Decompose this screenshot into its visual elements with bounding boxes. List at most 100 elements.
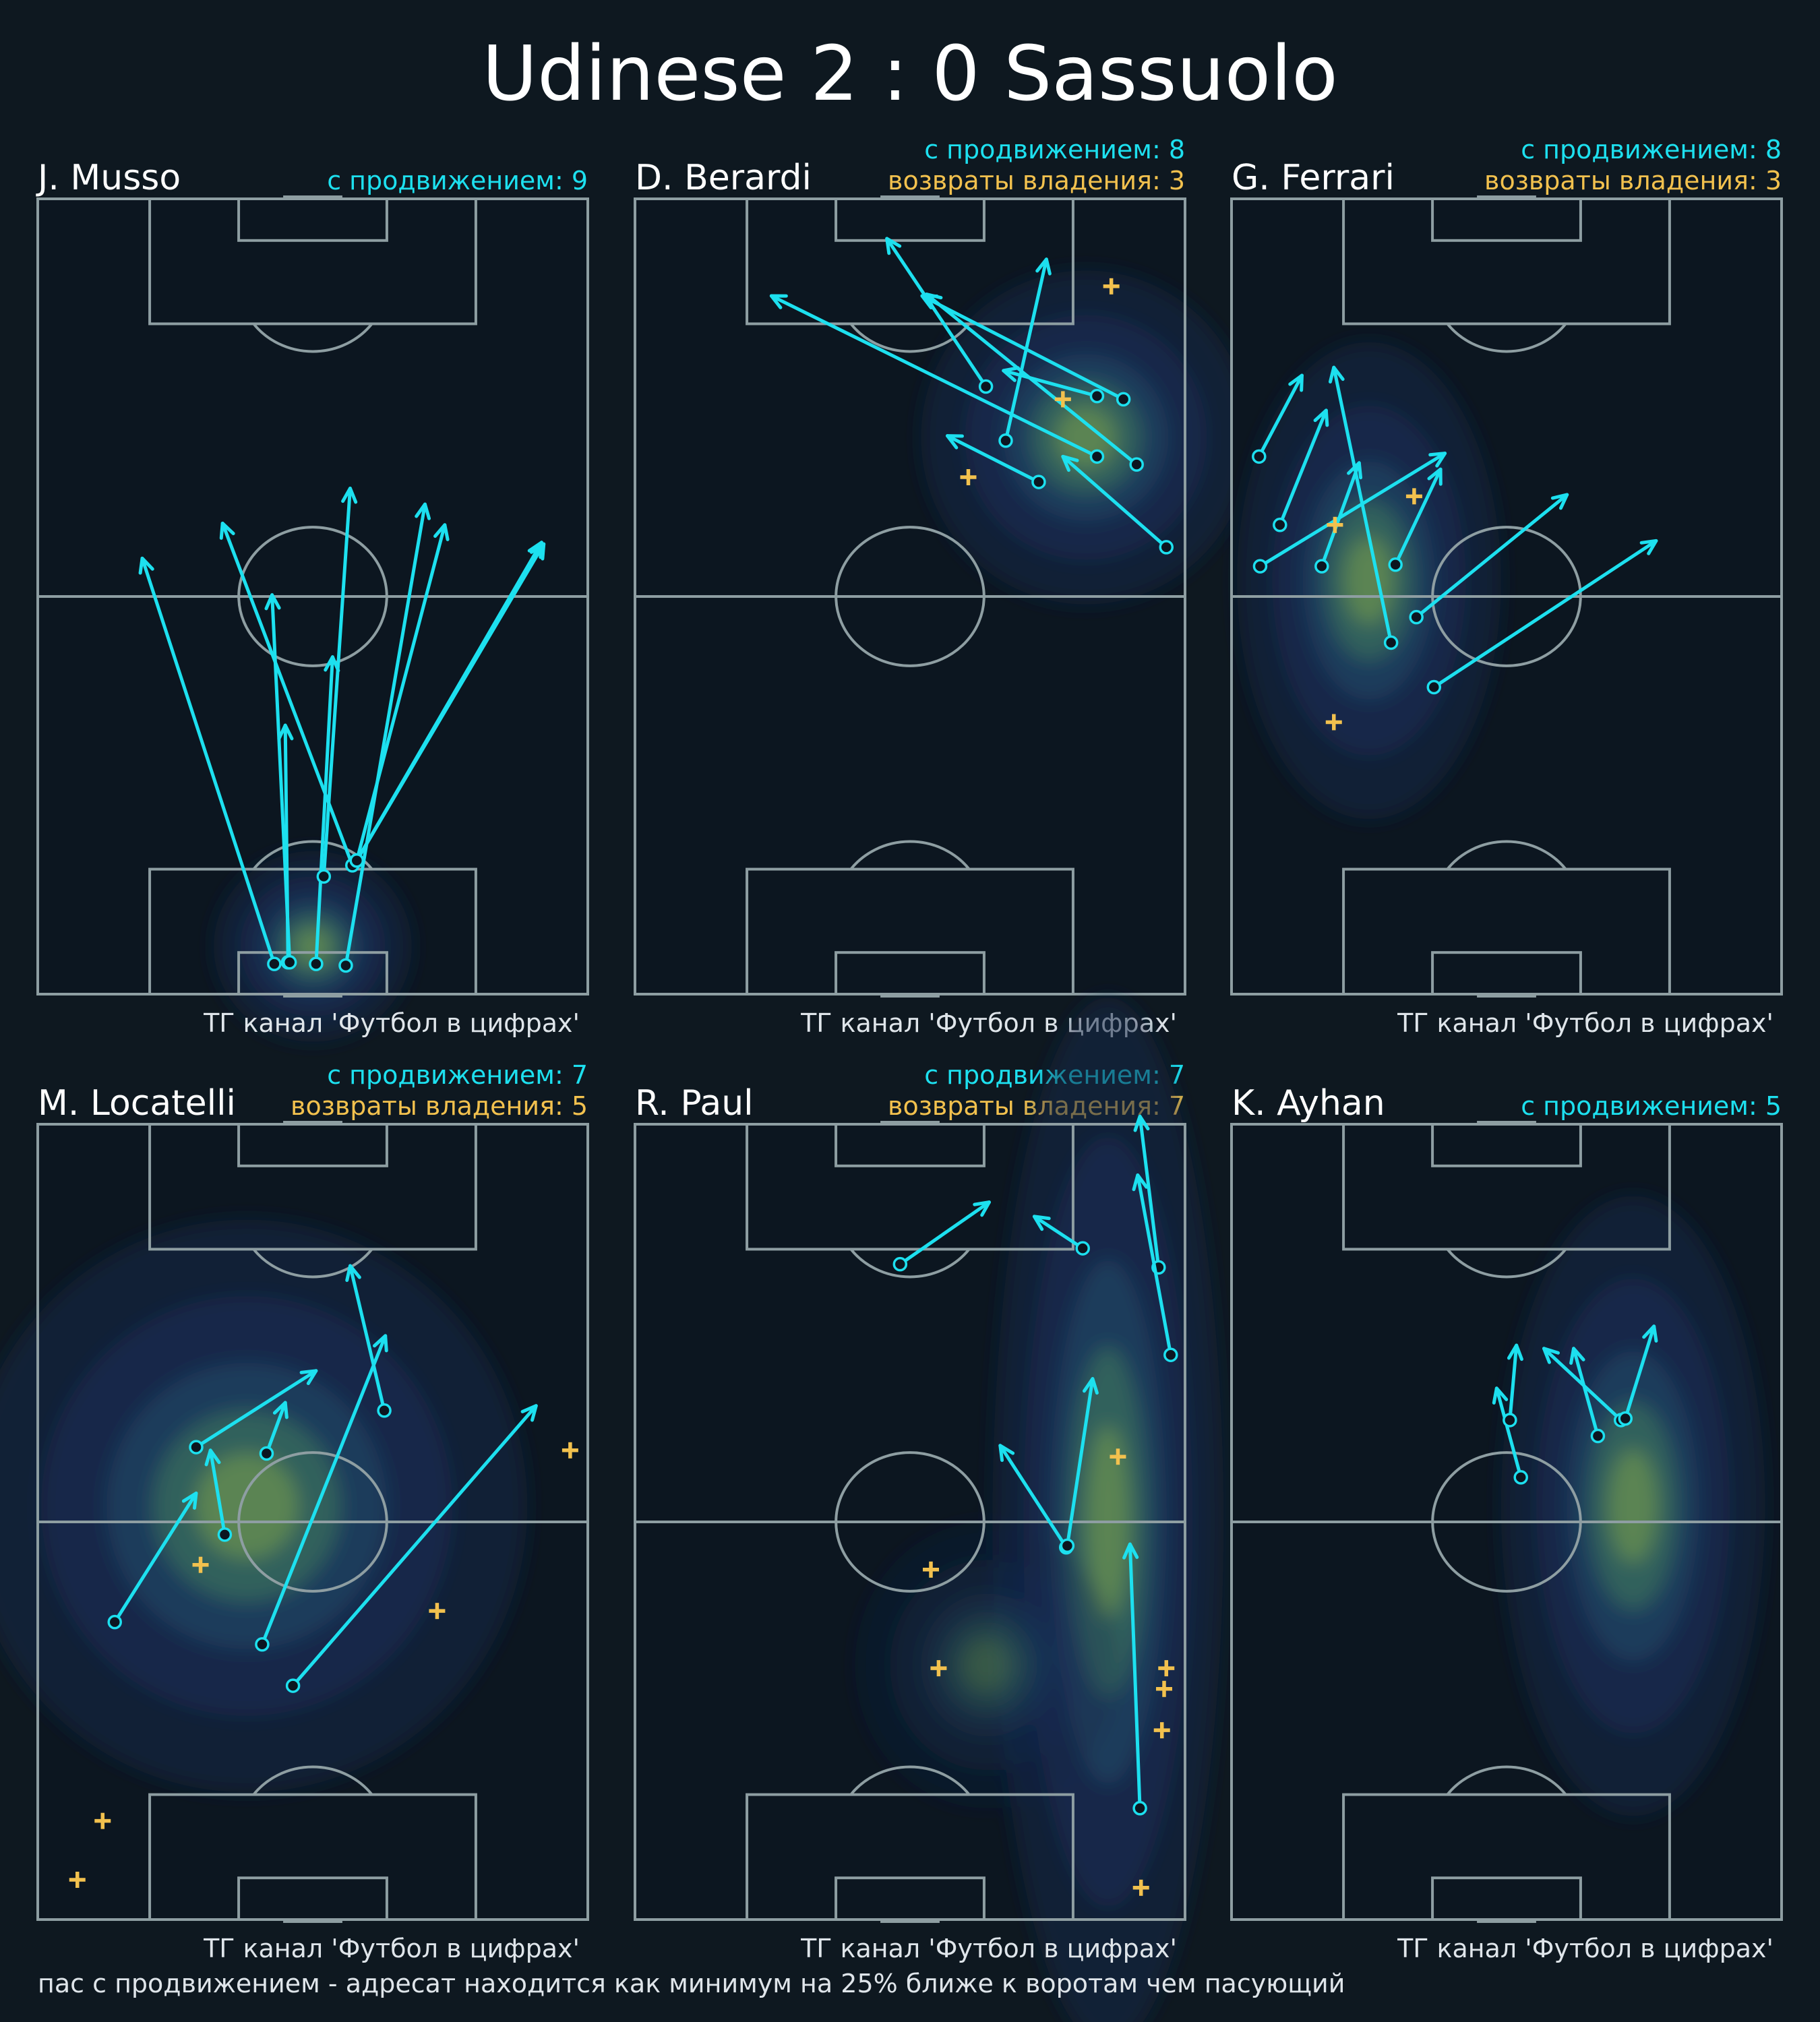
recovery-marker (1054, 391, 1071, 408)
pass-line (945, 434, 1041, 484)
pass-line (355, 523, 447, 863)
pass-line (1494, 1386, 1523, 1479)
density-contour (1608, 1449, 1658, 1563)
arrow-head (529, 542, 546, 561)
pass-line (1508, 1343, 1519, 1422)
goal-area-top (1431, 1123, 1582, 1167)
pass-arrow (338, 502, 431, 973)
pass-arrow (1569, 1347, 1606, 1444)
pass-arrow (945, 434, 1046, 489)
arrow-head (1492, 1386, 1509, 1405)
pass-line (1572, 1347, 1600, 1438)
arrow-head (277, 723, 294, 741)
arrow-head (264, 593, 281, 611)
credit-label: ТГ канал 'Футбол в цифрах' (1397, 1008, 1773, 1038)
arrow-head (1313, 408, 1329, 427)
pitch-markings (36, 195, 589, 998)
arrow-head (1428, 452, 1447, 468)
pass-origin (1618, 1411, 1633, 1426)
density-contour (295, 929, 331, 964)
pass-line (898, 1200, 992, 1266)
credit-label: ТГ канал 'Футбол в цифрах' (203, 1008, 580, 1038)
pass-origin (1388, 557, 1403, 572)
pass-origin (1273, 518, 1287, 532)
pass-arrow (1618, 1324, 1658, 1426)
pass-origin (892, 1256, 908, 1272)
pass-arrow (255, 1334, 388, 1652)
arrow-head (1569, 1347, 1585, 1365)
pass-arrow (1132, 1173, 1178, 1362)
pass-line (1136, 1173, 1173, 1357)
pass-line (260, 1334, 388, 1647)
density-contour (195, 1453, 299, 1559)
pass-line (113, 1492, 198, 1624)
pass-line (1623, 1324, 1656, 1421)
arrow-head (299, 1369, 318, 1386)
center-circle (1431, 1451, 1582, 1593)
goal-area-top (835, 197, 985, 242)
pass-origin (1252, 559, 1268, 574)
goal-area-top (1431, 197, 1582, 242)
progressive-passes (138, 487, 546, 973)
pass-arrow (349, 542, 546, 868)
pass-origin (285, 1678, 301, 1693)
arrow-head (1035, 257, 1052, 276)
ball-recoveries (69, 1442, 578, 1888)
progressive-passes (1252, 365, 1658, 695)
pass-arrow (1314, 461, 1363, 574)
pass-arrow (920, 294, 1131, 407)
recovery-marker (1155, 1680, 1172, 1697)
recovery-marker (930, 1660, 947, 1677)
arrow-head (1507, 1343, 1523, 1361)
pass-origin (1314, 559, 1329, 574)
ball-recoveries (1325, 488, 1422, 731)
pass-arrow (316, 487, 358, 884)
pass-arrow (892, 1200, 992, 1272)
progressive-passes-count: с продвижением: 9 (327, 166, 588, 195)
pass-line (1061, 454, 1168, 549)
pass-line (998, 1444, 1068, 1550)
recovery-marker (1327, 516, 1343, 533)
pass-origin (1426, 679, 1442, 695)
pass-line (322, 487, 352, 878)
pass-arrow (107, 1492, 198, 1630)
goal-area-bottom (1431, 1876, 1582, 1921)
pass-line (1542, 1347, 1623, 1422)
density-layer (1237, 342, 1501, 820)
penalty-arc-bottom (849, 840, 971, 870)
arrow-head (1002, 366, 1020, 382)
pass-origin (1089, 449, 1105, 464)
center-circle (835, 526, 985, 667)
pass-origin (282, 955, 297, 970)
pass-origin (338, 958, 353, 973)
pass-arrow (1061, 454, 1174, 555)
progressive-passes (1492, 1324, 1658, 1485)
pass-origin (1031, 474, 1046, 489)
arrow-head (1061, 454, 1079, 472)
pass-arrow (1002, 366, 1105, 404)
progressive-passes (769, 237, 1174, 555)
recovery-marker (923, 1561, 940, 1578)
pass-arrow (1252, 373, 1304, 464)
pass-origin (267, 956, 282, 971)
arrow-head (1032, 1215, 1051, 1231)
arrow-head (1550, 493, 1569, 510)
pass-line (314, 655, 334, 966)
pass-line (1032, 1215, 1085, 1250)
penalty-arc-top (1446, 323, 1567, 353)
figure-title: Udinese 2 : 0 Sassuolo (482, 30, 1338, 118)
pass-origin (1383, 635, 1399, 650)
pass-line (208, 1448, 226, 1537)
pass-line (1257, 373, 1304, 458)
recovery-marker (69, 1872, 86, 1888)
arrow-head (1133, 1114, 1150, 1132)
pass-origin (998, 433, 1013, 448)
pass-line (1065, 1377, 1095, 1548)
pass-origin (107, 1614, 122, 1630)
ball-recoveries (960, 278, 1120, 485)
pass-line (1128, 1542, 1142, 1810)
pass-line (1278, 408, 1328, 527)
recovery-marker (94, 1812, 111, 1829)
